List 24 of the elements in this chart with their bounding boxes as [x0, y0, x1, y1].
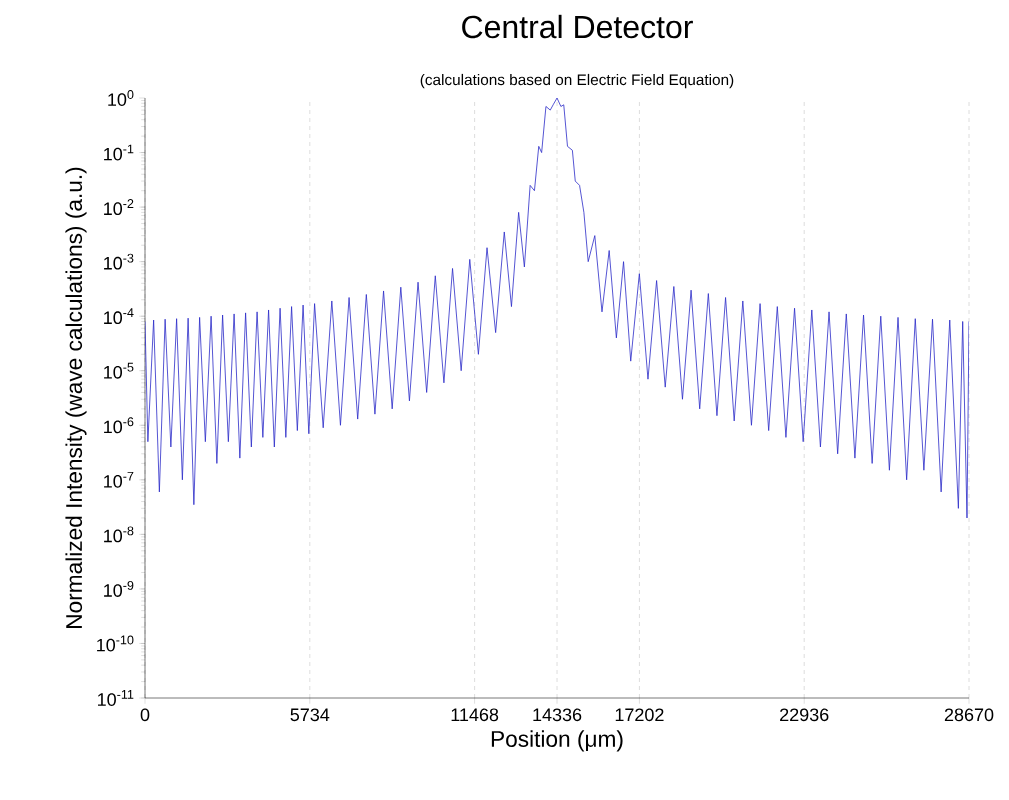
y-tick-label: 10$^{-5}$ [104, 362, 134, 379]
x-tick-label: 5734 [290, 708, 330, 722]
y-tick-label: 10$^{-6}$ [104, 417, 134, 434]
y-tick-label: 10$^{-7}$ [104, 471, 134, 488]
y-tick-label: 10$^{-10}$ [97, 635, 134, 652]
y-tick-label: 10$^{-2}$ [104, 199, 134, 216]
x-tick-label: 28670 [944, 708, 994, 722]
x-tick-label: 11468 [451, 708, 499, 722]
chart-subtitle: (calculations based on Electric Field Equation) [420, 73, 734, 89]
x-tick-label: 0 [140, 708, 150, 722]
y-tick-label: 10$^{-8}$ [104, 526, 134, 543]
chart-title: Central Detector [462, 14, 693, 39]
y-axis-title: Normalized Intensity (wave calculations) (a.u.) [65, 167, 87, 628]
y-tick-label: 10$^{-4}$ [104, 308, 134, 325]
line-series [145, 98, 970, 519]
x-tick-label: 14336 [533, 708, 582, 722]
y-tick-label: 10$^{-1}$ [104, 144, 134, 161]
x-tick-label: 17202 [615, 708, 664, 722]
y-tick-label: 10$^{-3}$ [104, 253, 134, 270]
x-axis-title: Position (μm) [491, 730, 623, 752]
y-tick-label: 10$^{-11}$ [98, 690, 134, 706]
y-tick-label: 10$^{-9}$ [104, 580, 134, 597]
x-tick-label: 22936 [780, 708, 829, 722]
y-tick-label: 10$^{0}$ [108, 90, 134, 106]
